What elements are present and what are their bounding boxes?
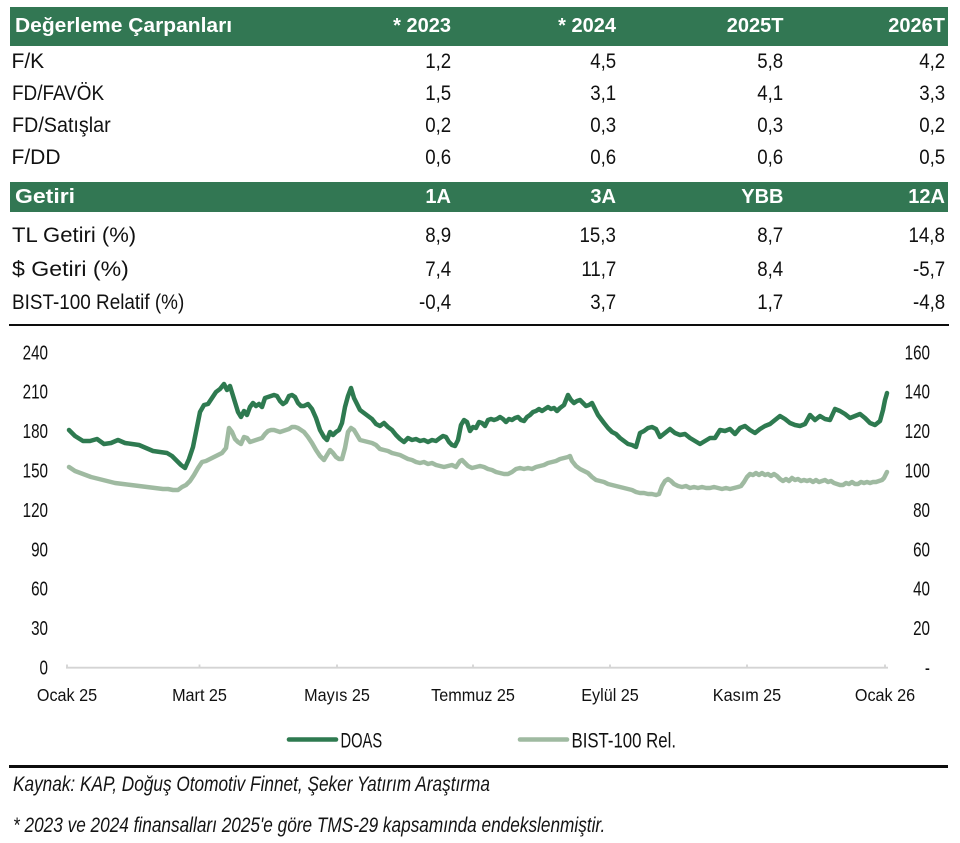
svg-text:140: 140 <box>905 381 930 404</box>
svg-text:60: 60 <box>31 578 48 601</box>
svg-text:DOAS: DOAS <box>341 729 383 752</box>
svg-text:BIST-100 Rel.: BIST-100 Rel. <box>572 730 676 753</box>
svg-text:150: 150 <box>23 459 48 482</box>
svg-text:160: 160 <box>905 341 930 364</box>
svg-text:Eylül 25: Eylül 25 <box>581 685 639 705</box>
svg-text:Ocak 25: Ocak 25 <box>37 685 97 705</box>
svg-text:40: 40 <box>913 578 930 601</box>
svg-text:120: 120 <box>23 499 48 522</box>
svg-text:Temmuz 25: Temmuz 25 <box>431 685 515 705</box>
svg-text:Mart 25: Mart 25 <box>172 685 227 705</box>
svg-text:20: 20 <box>913 617 930 640</box>
svg-text:60: 60 <box>913 538 930 561</box>
svg-text:Kasım 25: Kasım 25 <box>713 685 781 705</box>
svg-text:80: 80 <box>913 499 930 522</box>
svg-text:180: 180 <box>23 420 48 443</box>
svg-text:30: 30 <box>31 617 48 640</box>
svg-text:120: 120 <box>905 420 930 443</box>
svg-text:90: 90 <box>31 538 48 561</box>
svg-text:100: 100 <box>905 459 930 482</box>
svg-text:-: - <box>925 656 930 679</box>
svg-text:0: 0 <box>40 656 49 679</box>
svg-text:210: 210 <box>23 381 48 404</box>
svg-text:Mayıs 25: Mayıs 25 <box>304 685 370 705</box>
svg-text:240: 240 <box>23 341 48 364</box>
svg-text:Ocak 26: Ocak 26 <box>855 685 915 705</box>
